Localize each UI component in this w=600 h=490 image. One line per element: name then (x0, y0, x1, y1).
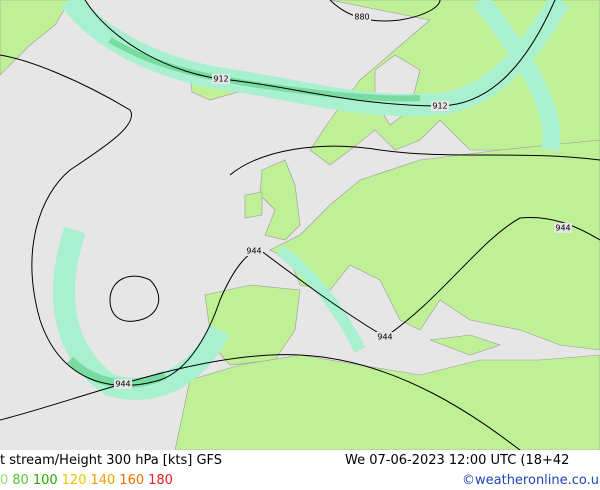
legend-entry: 0 (0, 473, 9, 488)
contour-labels: 880 912 912 944 944 944 944 (114, 12, 572, 389)
contour-label-bg (353, 12, 371, 22)
contour-label: 944 (555, 224, 570, 233)
contours (0, 0, 600, 450)
map-title: t stream/Height 300 hPa [kts] GFS (0, 453, 223, 468)
contour-label-bg (114, 379, 132, 389)
legend-entry: 80 (12, 473, 29, 488)
legend-entry: 180 (148, 473, 173, 488)
credit: ©weatheronline.co.uk (462, 473, 600, 488)
contour-label-bg (431, 101, 449, 111)
contour-label: 944 (377, 333, 392, 342)
legend-entry: 100 (32, 473, 58, 488)
contour-label: 944 (246, 247, 261, 256)
contour-label-bg (376, 332, 394, 342)
legend-entry: 120 (61, 473, 87, 488)
jet-streams (53, 0, 570, 400)
legend-entry: 160 (119, 473, 145, 488)
contour-label: 912 (432, 102, 447, 111)
legend-entry: 140 (90, 473, 116, 488)
contour-label: 944 (115, 380, 130, 389)
contour-label-bg (212, 74, 230, 84)
contour-label: 880 (354, 13, 369, 22)
contour-label-bg (245, 246, 263, 256)
legend: 0 80 100 120 140 160 180 (0, 473, 173, 488)
contour-label-bg (554, 223, 572, 233)
contour-label: 912 (213, 75, 228, 84)
map-datetime: We 07-06-2023 12:00 UTC (18+42 (345, 453, 570, 468)
map: 880 912 912 944 944 944 944 (0, 0, 600, 450)
